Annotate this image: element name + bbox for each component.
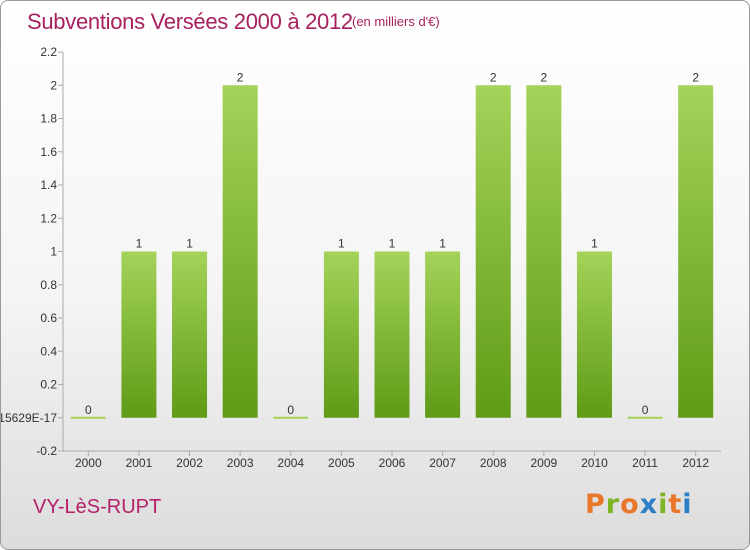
data-label-2006: 1 bbox=[389, 237, 396, 251]
data-label-2008: 2 bbox=[490, 70, 497, 84]
x-tick-label: 2012 bbox=[682, 456, 709, 470]
logo-letter: o bbox=[620, 489, 640, 520]
chart-title: Subventions Versées 2000 à 2012 bbox=[27, 9, 353, 34]
x-tick-label: 2010 bbox=[581, 456, 608, 470]
x-tick-label: 2009 bbox=[530, 456, 557, 470]
bar-2011 bbox=[627, 416, 663, 419]
axes: -0.2 -1.15629E-17 0.2 0.4 0.6 0.8 1 1.2 1.4 1.6 1.… bbox=[1, 45, 721, 470]
data-label-2003: 2 bbox=[237, 70, 244, 84]
bar-2010 bbox=[576, 251, 612, 418]
x-tick-label: 2003 bbox=[227, 456, 254, 470]
y-tick-label: 0.8 bbox=[40, 278, 57, 292]
logo-letter: t bbox=[668, 489, 683, 520]
labels: 0 1 1 2 0 1 1 1 2 2 1 0 2 bbox=[85, 70, 699, 417]
bar-2006 bbox=[374, 251, 410, 418]
proxiti-logo[interactable]: Proxiti bbox=[585, 489, 693, 520]
bar-2003 bbox=[222, 85, 258, 418]
y-tick-label: 1.2 bbox=[40, 211, 57, 225]
data-label-2001: 1 bbox=[136, 237, 143, 251]
x-tick-label: 2000 bbox=[75, 456, 102, 470]
bar-2005 bbox=[323, 251, 359, 418]
data-label-2012: 2 bbox=[692, 70, 699, 84]
x-tick-label: 2008 bbox=[480, 456, 507, 470]
y-tick-label: 0.6 bbox=[40, 311, 57, 325]
y-tick-label: 1 bbox=[50, 245, 57, 259]
bar-2008 bbox=[475, 85, 511, 418]
logo-letter: P bbox=[585, 489, 606, 520]
y-tick-label: 1.6 bbox=[40, 145, 57, 159]
data-label-2002: 1 bbox=[186, 237, 193, 251]
data-label-2005: 1 bbox=[338, 237, 345, 251]
x-tick-label: 2002 bbox=[176, 456, 203, 470]
y-tick-label: 0.4 bbox=[40, 344, 57, 358]
logo-letter: i bbox=[682, 489, 693, 520]
logo-letter: r bbox=[605, 489, 621, 520]
bar-2012 bbox=[678, 85, 714, 418]
y-tick-label: -0.2 bbox=[36, 444, 57, 458]
commune-name: VY-LèS-RUPT bbox=[33, 496, 162, 518]
y-tick-label: 2 bbox=[50, 78, 57, 92]
x-tick-label: 2007 bbox=[429, 456, 456, 470]
y-tick-label: -1.15629E-17 bbox=[1, 411, 57, 425]
chart-subtitle: (en milliers d'€) bbox=[352, 14, 440, 29]
y-tick-label: 1.8 bbox=[40, 112, 57, 126]
data-label-2007: 1 bbox=[439, 237, 446, 251]
bar-2000 bbox=[70, 416, 106, 419]
data-label-2011: 0 bbox=[642, 403, 649, 417]
bar-2001 bbox=[121, 251, 157, 418]
data-label-2004: 0 bbox=[287, 403, 294, 417]
data-label-2010: 1 bbox=[591, 237, 598, 251]
logo-letter: i bbox=[658, 489, 669, 520]
y-tick-label: 0.2 bbox=[40, 378, 57, 392]
data-label-2009: 2 bbox=[541, 70, 548, 84]
x-tick-label: 2004 bbox=[277, 456, 304, 470]
bar-2004 bbox=[273, 416, 309, 419]
data-label-2000: 0 bbox=[85, 403, 92, 417]
y-tick-label: 2.2 bbox=[40, 45, 57, 59]
bar-2007 bbox=[425, 251, 461, 418]
x-tick-label: 2006 bbox=[379, 456, 406, 470]
x-tick-label: 2001 bbox=[126, 456, 153, 470]
x-tick-label: 2005 bbox=[328, 456, 355, 470]
x-tick-label: 2011 bbox=[632, 456, 658, 470]
bars bbox=[70, 85, 714, 419]
bar-2009 bbox=[526, 85, 562, 418]
logo-letter: x bbox=[639, 489, 659, 520]
y-tick-label: 1.4 bbox=[40, 178, 57, 192]
bar-2002 bbox=[172, 251, 208, 418]
